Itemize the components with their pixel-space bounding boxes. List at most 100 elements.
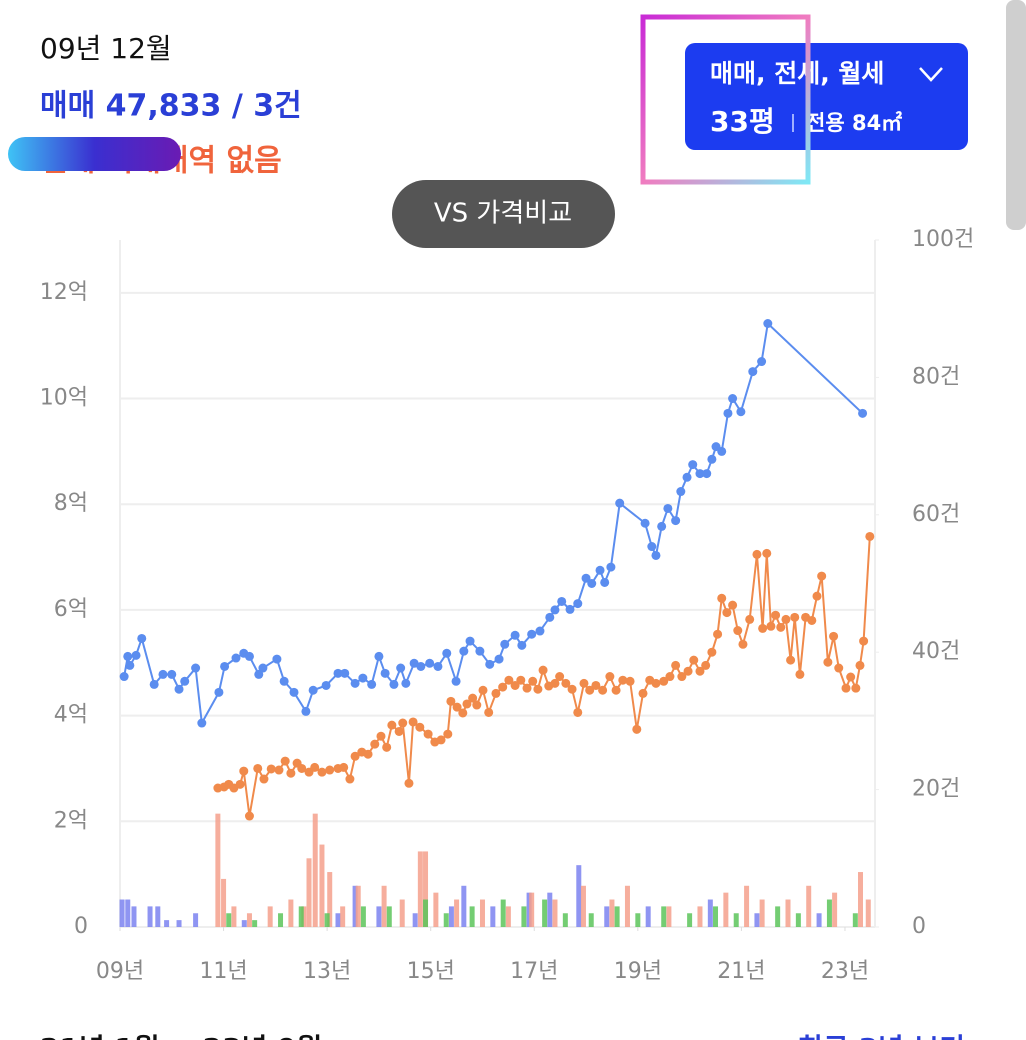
price-point	[533, 684, 543, 694]
volume-bar	[433, 892, 439, 927]
price-point	[244, 811, 254, 821]
compare-button[interactable]: VS 가격비교	[392, 180, 615, 248]
price-point	[404, 778, 414, 788]
price-point	[717, 446, 727, 456]
price-point	[231, 653, 241, 663]
price-point	[538, 665, 548, 675]
volume-bar	[832, 892, 838, 927]
price-point	[665, 672, 675, 682]
volume-bar	[865, 899, 871, 927]
price-point	[423, 729, 433, 739]
price-point	[651, 550, 661, 560]
price-point	[676, 487, 686, 497]
volume-bar	[301, 906, 307, 927]
area[interactable]: 전용 84㎡	[806, 111, 902, 135]
price-point	[123, 651, 133, 661]
price-point	[442, 648, 452, 658]
price-point	[494, 654, 504, 664]
volume-bar	[552, 899, 558, 927]
x-tick-label: 21년	[717, 959, 765, 984]
price-point	[254, 669, 264, 679]
volume-bar	[526, 892, 532, 927]
price-point	[425, 658, 435, 668]
volume-bar	[547, 892, 553, 927]
price-point	[350, 678, 360, 688]
price-point	[398, 718, 408, 728]
x-tick-label: 19년	[614, 959, 662, 984]
y2-tick-label: 60건	[912, 502, 960, 527]
price-point	[266, 764, 276, 774]
volume-bar	[324, 913, 330, 927]
volume-bar	[360, 906, 366, 927]
volume-bar	[635, 913, 641, 927]
volume-bar	[697, 906, 703, 927]
volume-bar	[399, 899, 405, 927]
price-point	[707, 454, 717, 464]
y-tick-label: 12억	[40, 280, 88, 305]
price-point	[394, 726, 404, 736]
volume-bar	[252, 920, 258, 927]
price-point	[197, 718, 207, 728]
x-tick-label: 17년	[510, 959, 558, 984]
compare-label[interactable]: VS 가격비교	[434, 199, 572, 229]
price-point	[289, 687, 299, 697]
price-point	[484, 707, 494, 717]
price-point	[786, 655, 796, 665]
price-point	[689, 655, 699, 665]
size[interactable]: 33평	[710, 105, 775, 138]
price-point	[683, 666, 693, 676]
price-point	[766, 621, 776, 631]
price-line	[217, 536, 871, 817]
price-point	[374, 651, 384, 661]
volume-bar	[215, 813, 221, 927]
price-point	[387, 720, 397, 730]
volume-bar	[246, 913, 252, 927]
volume-bar	[479, 899, 485, 927]
price-point	[573, 599, 583, 609]
price-point	[625, 676, 635, 686]
price-point	[527, 629, 537, 639]
price-point	[851, 683, 861, 693]
volume-bar	[645, 906, 651, 927]
price-point	[180, 676, 190, 686]
price-point	[451, 676, 461, 686]
price-point	[859, 636, 869, 646]
price-point	[640, 518, 650, 528]
price-point	[367, 679, 377, 689]
x-tick-label: 09년	[96, 959, 144, 984]
volume-bar	[490, 906, 496, 927]
recent-link[interactable]: 최근 3년 보기	[797, 1032, 965, 1040]
volume-bar	[604, 906, 610, 927]
volume-bar	[723, 892, 729, 927]
price-point	[433, 661, 443, 671]
volume-bar	[521, 906, 527, 927]
price-point	[321, 680, 331, 690]
price-point	[468, 693, 478, 703]
price-point	[555, 672, 565, 682]
volume-bar	[164, 920, 170, 927]
y-tick-label: 6억	[54, 597, 88, 622]
price-point	[663, 503, 673, 513]
price-point	[272, 654, 282, 664]
volume-bar	[614, 906, 620, 927]
price-point	[695, 666, 705, 676]
volume-bar	[226, 913, 232, 927]
deal-types[interactable]: 매매, 전세, 월세	[710, 59, 884, 88]
price-point	[723, 408, 733, 418]
price-point	[517, 640, 527, 650]
overlay-pill	[8, 137, 181, 171]
chevron[interactable]	[919, 67, 943, 82]
volume-bar	[443, 913, 449, 927]
price-point	[579, 678, 589, 688]
filter-bg[interactable]	[685, 43, 968, 150]
price-point	[671, 660, 681, 670]
price-point	[510, 630, 520, 640]
price-point	[339, 762, 349, 772]
price-point	[682, 472, 692, 482]
price-point	[647, 542, 657, 552]
price-point	[763, 318, 773, 328]
filter-button[interactable]: 매매, 전세, 월세 33평 전용 84㎡	[685, 43, 968, 150]
volume-bar	[775, 906, 781, 927]
price-point	[280, 756, 290, 766]
compare-bg[interactable]	[392, 180, 615, 248]
